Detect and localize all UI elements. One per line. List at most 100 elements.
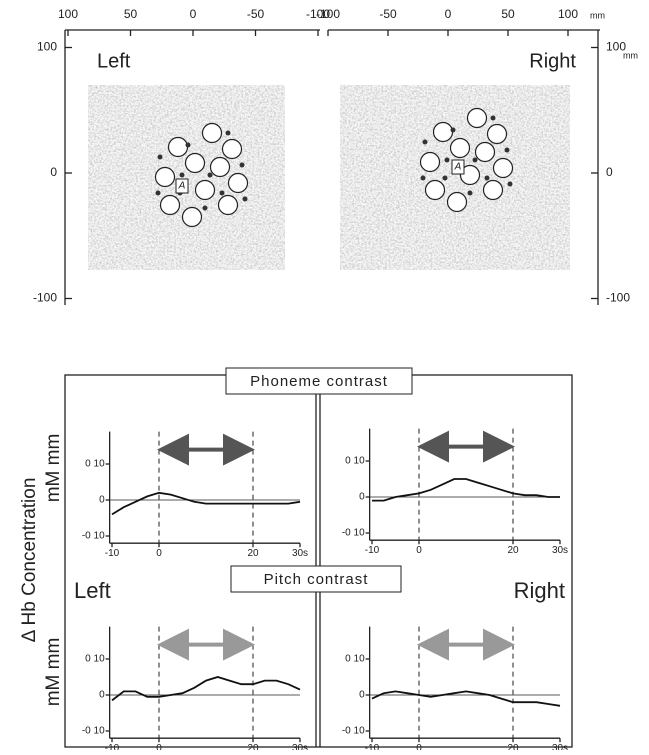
x-tick-label: 50 (501, 7, 515, 21)
probe (159, 194, 181, 216)
probe (181, 206, 203, 228)
left-label: Left (74, 578, 111, 603)
y-unit: mM mm (43, 638, 64, 707)
probe-dot (484, 175, 490, 181)
probe (474, 141, 496, 163)
x-unit: mm (590, 10, 605, 20)
probe-dot (450, 127, 456, 133)
y-title: Δ Hb Concentration (19, 478, 40, 643)
x-tick-label: -10 (365, 743, 380, 750)
y-tick-label: 100 (606, 40, 626, 54)
y-tick-label: 0 10 (345, 654, 365, 665)
x-tick-label: 20 (507, 545, 519, 556)
x-tick-label: 20 (247, 548, 259, 559)
y-tick-label: 0 10 (345, 456, 365, 467)
x-tick-label: 0 (416, 743, 422, 750)
y-tick-label: 0 10 (85, 459, 105, 470)
hb-line (372, 478, 560, 502)
probe (184, 152, 206, 174)
probe-dot (507, 181, 513, 187)
probe-dot (179, 172, 185, 178)
probe-dot (504, 147, 510, 153)
x-tick-label: 30s (552, 545, 568, 556)
probe-dot (472, 157, 478, 163)
y-tick-label: 0 (359, 690, 365, 701)
probe (492, 157, 514, 179)
x-tick-label: 0 (156, 743, 162, 750)
contrast-title: Phoneme contrast (250, 373, 388, 390)
x-tick-label: 0 (416, 545, 422, 556)
probe (486, 123, 508, 145)
probe (227, 172, 249, 194)
probe (194, 179, 216, 201)
x-tick-label: 100 (58, 7, 78, 21)
x-tick-label: 30s (292, 743, 308, 750)
probe-dot (467, 190, 473, 196)
y-tick-label: 0 10 (85, 654, 105, 665)
probe-box (451, 159, 465, 175)
probe-dot (242, 196, 248, 202)
probe-dot (225, 130, 231, 136)
y-tick-label: 100 (37, 40, 57, 54)
contrast-box (225, 367, 413, 395)
probe-dot (219, 190, 225, 196)
probe (221, 138, 243, 160)
x-tick-label: 30s (552, 743, 568, 750)
probe-dot (185, 142, 191, 148)
probe (449, 137, 471, 159)
x-tick-label: 20 (507, 743, 519, 750)
y-tick-label: -0 10 (82, 531, 105, 542)
y-tick-label: 0 (50, 165, 57, 179)
probe (424, 179, 446, 201)
probe-dot (207, 172, 213, 178)
panel-frame (64, 374, 573, 748)
contrast-title: Pitch contrast (264, 571, 369, 588)
x-tick-label: 50 (124, 7, 138, 21)
probe (482, 179, 504, 201)
contrast-box (230, 565, 402, 593)
y-tick-label: -100 (606, 291, 630, 305)
right-label: Right (529, 50, 576, 72)
y-unit: mM mm (43, 434, 64, 503)
probe-dot (202, 205, 208, 211)
x-tick-label: 0 (156, 548, 162, 559)
probe (154, 166, 176, 188)
hb-line (111, 491, 301, 516)
mri-left (88, 85, 285, 270)
x-tick-label: -50 (247, 7, 265, 21)
x-tick-label: -10 (105, 743, 120, 750)
probe (209, 156, 231, 178)
probe-dot (239, 162, 245, 168)
y-unit: mm (623, 50, 638, 60)
probe-dot (422, 139, 428, 145)
probe (167, 136, 189, 158)
probe-dot (444, 157, 450, 163)
probe-dot (490, 115, 496, 121)
probe-dot (155, 190, 161, 196)
mri-right (340, 85, 570, 270)
probe-label: A (178, 181, 186, 192)
probe (201, 122, 223, 144)
x-tick-label: 100 (558, 7, 578, 21)
probe (419, 151, 441, 173)
x-tick-label: 0 (190, 7, 197, 21)
left-label: Left (97, 50, 131, 72)
hb-line (111, 676, 301, 702)
probe-dot (420, 175, 426, 181)
x-tick-label: -50 (379, 7, 397, 21)
probe (459, 164, 481, 186)
x-tick-label: 20 (247, 743, 259, 750)
x-tick-label: 0 (445, 7, 452, 21)
probe-dot (442, 175, 448, 181)
y-tick-label: 0 (359, 492, 365, 503)
probe (432, 121, 454, 143)
y-tick-label: 0 (99, 495, 105, 506)
x-tick-label: -10 (365, 545, 380, 556)
y-tick-label: -100 (33, 291, 57, 305)
probe-label: A (454, 162, 462, 173)
right-label: Right (514, 578, 565, 603)
probe (446, 191, 468, 213)
